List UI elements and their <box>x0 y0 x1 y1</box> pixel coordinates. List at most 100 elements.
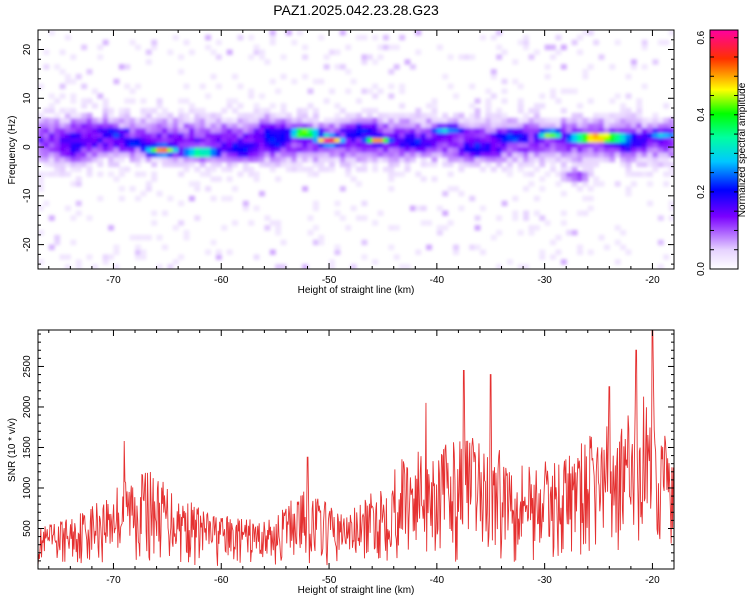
heatmap-cell <box>140 234 147 241</box>
heatmap-cell <box>232 73 239 80</box>
heatmap-cell <box>598 132 605 138</box>
heatmap-cell <box>334 122 341 129</box>
heatmap-cell <box>226 147 233 153</box>
heatmap-cell <box>205 117 212 124</box>
heatmap-cell <box>361 122 368 129</box>
heatmap-cell <box>205 122 212 129</box>
heatmap-cell <box>345 117 352 124</box>
heatmap-cell <box>377 88 384 95</box>
heatmap-cell <box>199 156 206 163</box>
heatmap-cell <box>593 161 600 168</box>
heatmap-cell <box>59 83 66 90</box>
heatmap-cell <box>118 127 125 134</box>
heatmap-cell <box>118 195 125 202</box>
heatmap-cell <box>75 176 82 182</box>
heatmap-cell <box>38 186 44 192</box>
heatmap-cell <box>81 122 88 129</box>
heatmap-cell <box>409 147 416 153</box>
heatmap-cell <box>156 234 163 241</box>
heatmap-cell <box>59 166 66 173</box>
heatmap-cell <box>199 151 206 158</box>
heatmap-cell <box>210 166 217 173</box>
heatmap-cell <box>312 108 319 114</box>
heatmap-cell <box>339 142 346 148</box>
heatmap-cell <box>91 103 98 109</box>
heatmap-cell <box>496 44 503 51</box>
heatmap-cell <box>506 122 513 129</box>
heatmap-cell <box>550 93 557 99</box>
heatmap-cell <box>587 117 594 124</box>
heatmap-cell <box>172 161 179 168</box>
heatmap-cell <box>479 142 486 148</box>
heatmap-cell <box>178 161 185 168</box>
heatmap-cell <box>221 225 228 231</box>
heatmap-cell <box>576 122 583 129</box>
heatmap-cell <box>598 151 605 158</box>
heatmap-cell <box>647 117 654 124</box>
heatmap-cell <box>544 220 551 226</box>
heatmap-cell <box>302 132 309 138</box>
heatmap-cell <box>258 49 265 55</box>
heatmap-cell <box>188 147 195 153</box>
heatmap-cell <box>630 59 637 65</box>
heatmap-cell <box>625 171 632 177</box>
heatmap-cell <box>135 244 142 251</box>
heatmap-cell <box>409 156 416 163</box>
heatmap-cell <box>382 112 389 119</box>
heatmap-cell <box>226 122 233 129</box>
heatmap-cell <box>312 225 319 231</box>
heatmap-cell <box>593 112 600 119</box>
heatmap-cell <box>377 112 384 119</box>
heatmap-cell <box>641 64 648 70</box>
heatmap-cell <box>43 147 50 153</box>
heatmap-cell <box>620 108 627 114</box>
heatmap-cell <box>215 112 222 119</box>
heatmap-cell <box>329 264 336 269</box>
heatmap-cell <box>280 142 287 148</box>
heatmap-cell <box>102 108 109 114</box>
heatmap-cell <box>533 132 540 138</box>
heatmap-cell <box>329 147 336 153</box>
heatmap-cell <box>108 122 115 129</box>
heatmap-cell <box>54 117 61 124</box>
heatmap-cell <box>614 93 621 99</box>
heatmap-cell <box>560 88 567 95</box>
heatmap-cell <box>490 151 497 158</box>
heatmap-cell <box>453 156 460 163</box>
heatmap-cell <box>377 210 384 216</box>
heatmap-cell <box>490 93 497 99</box>
heatmap-cell <box>587 171 594 177</box>
heatmap-cell <box>339 186 346 192</box>
heatmap-cell <box>140 122 147 129</box>
heatmap-cell <box>404 112 411 119</box>
heatmap-cell <box>625 117 632 124</box>
heatmap-cell <box>609 117 616 124</box>
heatmap-cell <box>350 78 357 85</box>
heatmap-cell <box>652 132 659 138</box>
heatmap-cell <box>361 161 368 168</box>
heatmap-cell <box>161 127 168 134</box>
heatmap-cell <box>571 137 578 143</box>
heatmap-cell <box>377 122 384 129</box>
heatmap-cell <box>431 98 438 104</box>
heatmap-cell <box>657 142 664 148</box>
heatmap-cell <box>415 132 422 138</box>
heatmap-cell <box>539 142 546 148</box>
heatmap-cell <box>442 151 449 158</box>
heatmap-cell <box>582 117 589 124</box>
heatmap-cell <box>636 108 643 114</box>
heatmap-cell <box>91 88 98 95</box>
heatmap-cell <box>404 132 411 138</box>
heatmap-cell <box>237 171 244 177</box>
heatmap-cell <box>70 78 77 85</box>
heatmap-cell <box>188 132 195 138</box>
heatmap-cell <box>258 161 265 168</box>
heatmap-cell <box>145 122 152 129</box>
heatmap-cell <box>124 137 131 143</box>
heatmap-cell <box>533 137 540 143</box>
heatmap-cell <box>199 112 206 119</box>
heatmap-cell <box>124 98 131 104</box>
heatmap-cell <box>38 122 44 129</box>
heatmap-cell <box>118 156 125 163</box>
heatmap-cell <box>571 147 578 153</box>
